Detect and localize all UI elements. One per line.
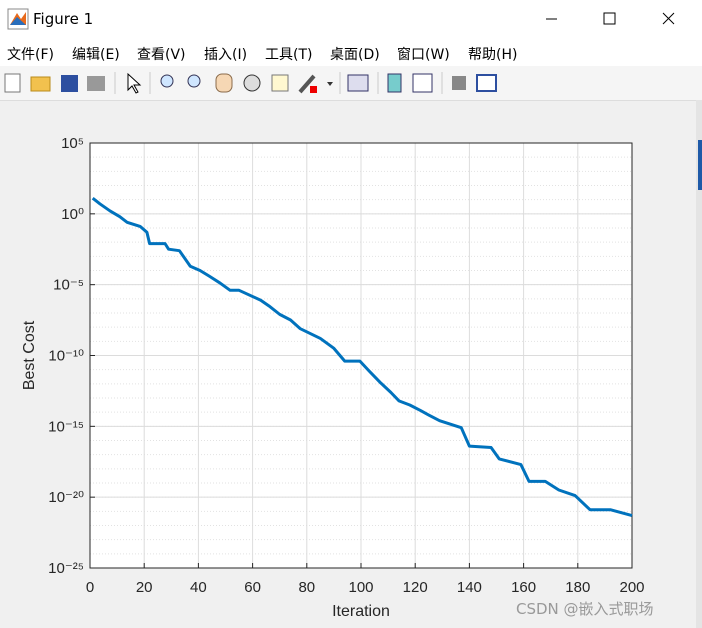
x-tick-label: 100	[348, 579, 373, 596]
x-tick-label: 180	[565, 579, 590, 596]
line-series	[91, 197, 633, 518]
x-tick-label: 40	[190, 579, 207, 596]
chart: 10⁻²⁵ 10⁻²⁰ 10⁻¹⁵ 10⁻¹⁰ 10⁻⁵ 10⁰ 10⁵ 0 20 40 60 80 1…	[21, 135, 645, 620]
x-tick-label: 200	[619, 579, 644, 596]
x-tick-label: 80	[298, 579, 315, 596]
x-tick-label: 140	[457, 579, 482, 596]
hide-tools-icon[interactable]	[452, 76, 466, 90]
menu-item[interactable]: 插入(I)	[204, 47, 248, 63]
open-icon[interactable]	[30, 76, 51, 92]
app-icon	[7, 8, 29, 30]
menu-bar: 文件(F) 编辑(E) 查看(V) 插入(I) 工具(T) 桌面(D) 窗口(W) 帮助(H)	[0, 38, 702, 66]
menu-item[interactable]: 窗口(W)	[397, 47, 450, 63]
x-tick-label: 0	[86, 579, 94, 596]
brush-icon[interactable]	[298, 74, 316, 94]
menu-item[interactable]: 帮助(H)	[468, 47, 518, 63]
print-icon[interactable]	[87, 76, 105, 91]
menu-item[interactable]: 编辑(E)	[72, 47, 120, 63]
toolbar	[0, 66, 702, 101]
window-controls	[546, 12, 675, 25]
toolbar-separators	[114, 72, 443, 94]
datatip-icon[interactable]	[271, 74, 289, 92]
menu-item[interactable]: 桌面(D)	[330, 47, 380, 63]
side-strip-accent	[698, 140, 702, 190]
zoom-in-icon[interactable]	[160, 74, 174, 88]
x-tick-label: 60	[244, 579, 261, 596]
side-strip	[696, 100, 702, 628]
zoom-out-icon[interactable]	[187, 74, 201, 88]
x-tick-label: 120	[403, 579, 428, 596]
menu-item[interactable]: 查看(V)	[137, 47, 186, 63]
y-tick-label: 10⁻²⁰	[48, 489, 84, 506]
maximize-button[interactable]	[603, 12, 616, 25]
y-tick-label: 10⁻¹⁰	[48, 348, 84, 365]
new-icon[interactable]	[4, 73, 21, 93]
x-tick-label: 20	[136, 579, 153, 596]
title-bar: Figure 1	[0, 0, 702, 38]
y-tick-label: 10⁻¹⁵	[48, 418, 84, 435]
axes-box	[89, 142, 633, 569]
colorbar-icon[interactable]	[387, 73, 402, 93]
brush-color	[310, 86, 317, 93]
window-title: Figure 1	[33, 10, 94, 28]
watermark: CSDN @嵌入式职场	[516, 600, 654, 618]
menu-item[interactable]: 工具(T)	[265, 47, 313, 63]
x-axis-label: Iteration	[332, 603, 390, 620]
y-tick-label: 10⁰	[61, 206, 84, 223]
y-tick-label: 10⁻²⁵	[48, 560, 84, 577]
y-tick-label: 10⁻⁵	[53, 277, 84, 294]
y-tick-label: 10⁵	[61, 135, 84, 152]
link-icon[interactable]	[347, 74, 369, 92]
x-tick-label: 160	[511, 579, 536, 596]
pointer-icon[interactable]	[127, 72, 142, 94]
menu-item[interactable]: 文件(F)	[7, 47, 54, 63]
pan-icon[interactable]	[215, 73, 233, 93]
dropdown-arrow[interactable]	[327, 82, 333, 86]
dock-icon[interactable]	[476, 74, 497, 92]
close-button[interactable]	[662, 12, 675, 25]
toolbar-icons	[4, 72, 497, 94]
legend-icon[interactable]	[412, 73, 433, 93]
save-icon[interactable]	[61, 75, 78, 92]
rotate-icon[interactable]	[243, 74, 261, 92]
y-axis-label: Best Cost	[21, 320, 38, 390]
